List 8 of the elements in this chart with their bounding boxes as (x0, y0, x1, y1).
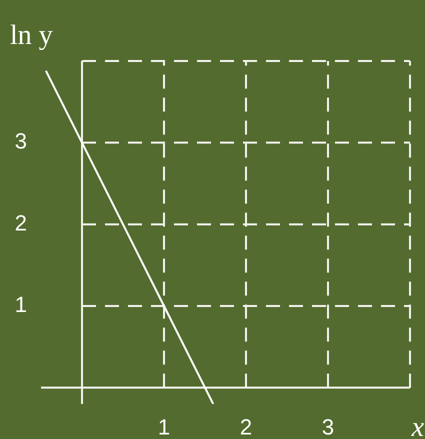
y-tick-label: 3 (14, 128, 27, 154)
x-tick-label: 3 (322, 414, 334, 439)
x-tick-label: 1 (158, 414, 170, 439)
y-axis-title: ln y (10, 20, 53, 51)
x-axis-title: x (410, 412, 425, 439)
y-tick-label: 1 (14, 292, 27, 318)
y-tick-label: 2 (14, 210, 27, 236)
x-tick-label: 2 (240, 414, 252, 439)
